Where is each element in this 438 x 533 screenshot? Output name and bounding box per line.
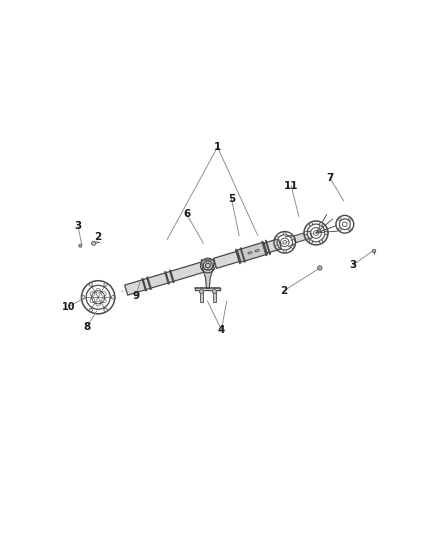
Circle shape bbox=[82, 296, 85, 299]
Polygon shape bbox=[199, 289, 203, 294]
Circle shape bbox=[309, 223, 313, 226]
Circle shape bbox=[111, 296, 115, 299]
Circle shape bbox=[89, 308, 92, 312]
Circle shape bbox=[309, 240, 313, 243]
Bar bbox=[200, 292, 203, 302]
Text: 1: 1 bbox=[214, 142, 221, 152]
Text: 6: 6 bbox=[183, 209, 190, 219]
Circle shape bbox=[339, 228, 341, 231]
Polygon shape bbox=[293, 231, 312, 243]
Text: 11: 11 bbox=[284, 181, 298, 191]
Text: 2: 2 bbox=[280, 286, 287, 296]
Circle shape bbox=[92, 241, 95, 245]
Text: 5: 5 bbox=[228, 193, 235, 204]
Bar bbox=[213, 292, 216, 302]
Circle shape bbox=[304, 231, 307, 235]
Polygon shape bbox=[214, 251, 240, 268]
Circle shape bbox=[339, 218, 341, 221]
Circle shape bbox=[283, 232, 286, 235]
Text: 7: 7 bbox=[326, 173, 334, 183]
Text: 9: 9 bbox=[133, 290, 140, 301]
Circle shape bbox=[276, 237, 279, 239]
Circle shape bbox=[348, 228, 351, 231]
Circle shape bbox=[291, 237, 294, 239]
Polygon shape bbox=[264, 239, 282, 253]
Text: 10: 10 bbox=[62, 302, 75, 311]
Polygon shape bbox=[237, 242, 267, 262]
Text: 8: 8 bbox=[84, 321, 91, 332]
Circle shape bbox=[319, 240, 323, 243]
Circle shape bbox=[89, 283, 92, 286]
Circle shape bbox=[348, 218, 351, 221]
Polygon shape bbox=[212, 289, 216, 294]
Text: 2: 2 bbox=[94, 232, 101, 242]
Text: 4: 4 bbox=[218, 325, 225, 335]
Circle shape bbox=[319, 223, 323, 226]
Text: 3: 3 bbox=[74, 221, 81, 231]
Circle shape bbox=[372, 249, 376, 253]
Text: 3: 3 bbox=[350, 260, 357, 270]
Circle shape bbox=[325, 231, 328, 235]
Circle shape bbox=[104, 308, 107, 312]
Circle shape bbox=[291, 245, 294, 248]
Circle shape bbox=[276, 245, 279, 248]
Circle shape bbox=[283, 249, 286, 253]
Circle shape bbox=[104, 283, 107, 286]
Circle shape bbox=[79, 244, 82, 247]
Circle shape bbox=[318, 266, 322, 270]
Polygon shape bbox=[201, 260, 215, 288]
Polygon shape bbox=[125, 261, 209, 295]
